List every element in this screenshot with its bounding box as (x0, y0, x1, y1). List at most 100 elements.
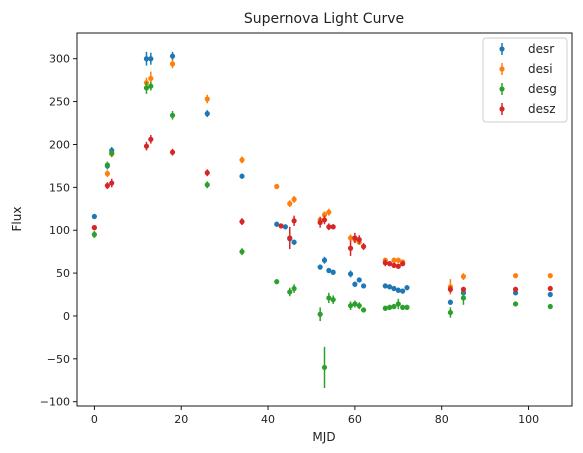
y-tick-label: −100 (40, 396, 70, 409)
data-point (148, 56, 154, 62)
data-point (291, 285, 297, 292)
data-point (321, 212, 328, 218)
data-point (204, 96, 210, 102)
data-point (395, 301, 401, 307)
data-point (239, 219, 245, 225)
data-point (382, 283, 388, 289)
data-point (400, 304, 406, 310)
data-point (356, 303, 362, 309)
data-point (291, 218, 297, 224)
data-point (395, 287, 401, 293)
legend-label: desr (528, 42, 554, 56)
data-point (352, 235, 358, 241)
data-point (356, 277, 362, 283)
data-point (274, 221, 280, 227)
data-point (104, 162, 110, 168)
data-point (395, 263, 401, 269)
y-axis-label: Flux (10, 207, 24, 232)
data-point (404, 304, 410, 310)
legend-box (482, 37, 568, 123)
legend-marker (499, 86, 505, 92)
y-tick-label: 200 (49, 138, 70, 151)
data-point (143, 85, 150, 91)
data-point (287, 289, 293, 295)
data-point (326, 295, 332, 301)
data-point (291, 196, 297, 202)
data-point (326, 209, 332, 215)
data-point (169, 149, 176, 155)
data-point (321, 257, 328, 263)
data-point (148, 75, 154, 82)
data-point (104, 171, 110, 177)
y-tick-label: 50 (56, 267, 70, 280)
data-point (204, 170, 210, 176)
data-point (169, 112, 176, 118)
data-point (326, 224, 332, 230)
data-point (148, 136, 154, 142)
legend-item-desi: desi (499, 62, 553, 76)
data-point (447, 299, 454, 305)
data-point (391, 285, 397, 292)
x-axis-label: MJD (312, 430, 335, 444)
data-point (347, 303, 354, 309)
data-point (287, 201, 293, 207)
y-tick-label: 150 (49, 181, 70, 194)
legend-item-desg: desg (499, 82, 557, 96)
data-point (347, 245, 354, 251)
data-point (91, 231, 97, 238)
data-point (347, 235, 354, 241)
data-point (387, 284, 393, 290)
data-point (400, 261, 406, 267)
x-tick-label: 80 (435, 413, 449, 426)
x-axis-ticks: 0 20 40 60 80 100 (91, 406, 539, 426)
y-tick-label: 100 (49, 224, 70, 237)
legend-marker (499, 106, 505, 112)
data-point (204, 111, 210, 117)
data-point (287, 235, 293, 241)
legend-marker (499, 66, 505, 72)
data-point (317, 264, 323, 270)
data-point (317, 219, 323, 226)
data-point (330, 224, 336, 230)
data-point (360, 243, 367, 250)
x-tick-label: 100 (518, 413, 539, 426)
data-point (143, 56, 150, 62)
data-point (91, 213, 97, 220)
data-point (282, 224, 289, 230)
legend-label: desz (528, 102, 556, 116)
data-point (400, 288, 406, 294)
data-point (330, 297, 336, 303)
data-point (352, 281, 358, 287)
y-tick-label: 250 (49, 96, 70, 109)
x-tick-label: 0 (91, 413, 98, 426)
data-point (291, 239, 297, 245)
series-desz (91, 135, 553, 293)
data-point (356, 237, 362, 243)
data-point (278, 223, 284, 229)
data-point (239, 157, 245, 163)
data-point (387, 261, 393, 267)
data-point (239, 173, 245, 179)
chart-title: Supernova Light Curve (244, 11, 404, 27)
legend-label: desi (528, 62, 553, 76)
data-point (274, 279, 280, 285)
data-point (547, 291, 553, 298)
x-tick-label: 40 (261, 413, 275, 426)
data-point (360, 307, 367, 313)
data-point (395, 257, 401, 263)
data-point (274, 183, 280, 190)
data-point (321, 364, 328, 371)
data-point (512, 273, 519, 279)
data-point (169, 53, 176, 59)
data-point (382, 305, 388, 311)
data-point (547, 285, 553, 292)
data-point (460, 295, 467, 301)
legend-marker (499, 46, 505, 52)
data-point (148, 83, 154, 89)
x-tick-label: 60 (348, 413, 362, 426)
data-point (391, 303, 397, 310)
data-point (382, 260, 388, 266)
data-point (447, 309, 454, 316)
data-point (512, 301, 519, 307)
